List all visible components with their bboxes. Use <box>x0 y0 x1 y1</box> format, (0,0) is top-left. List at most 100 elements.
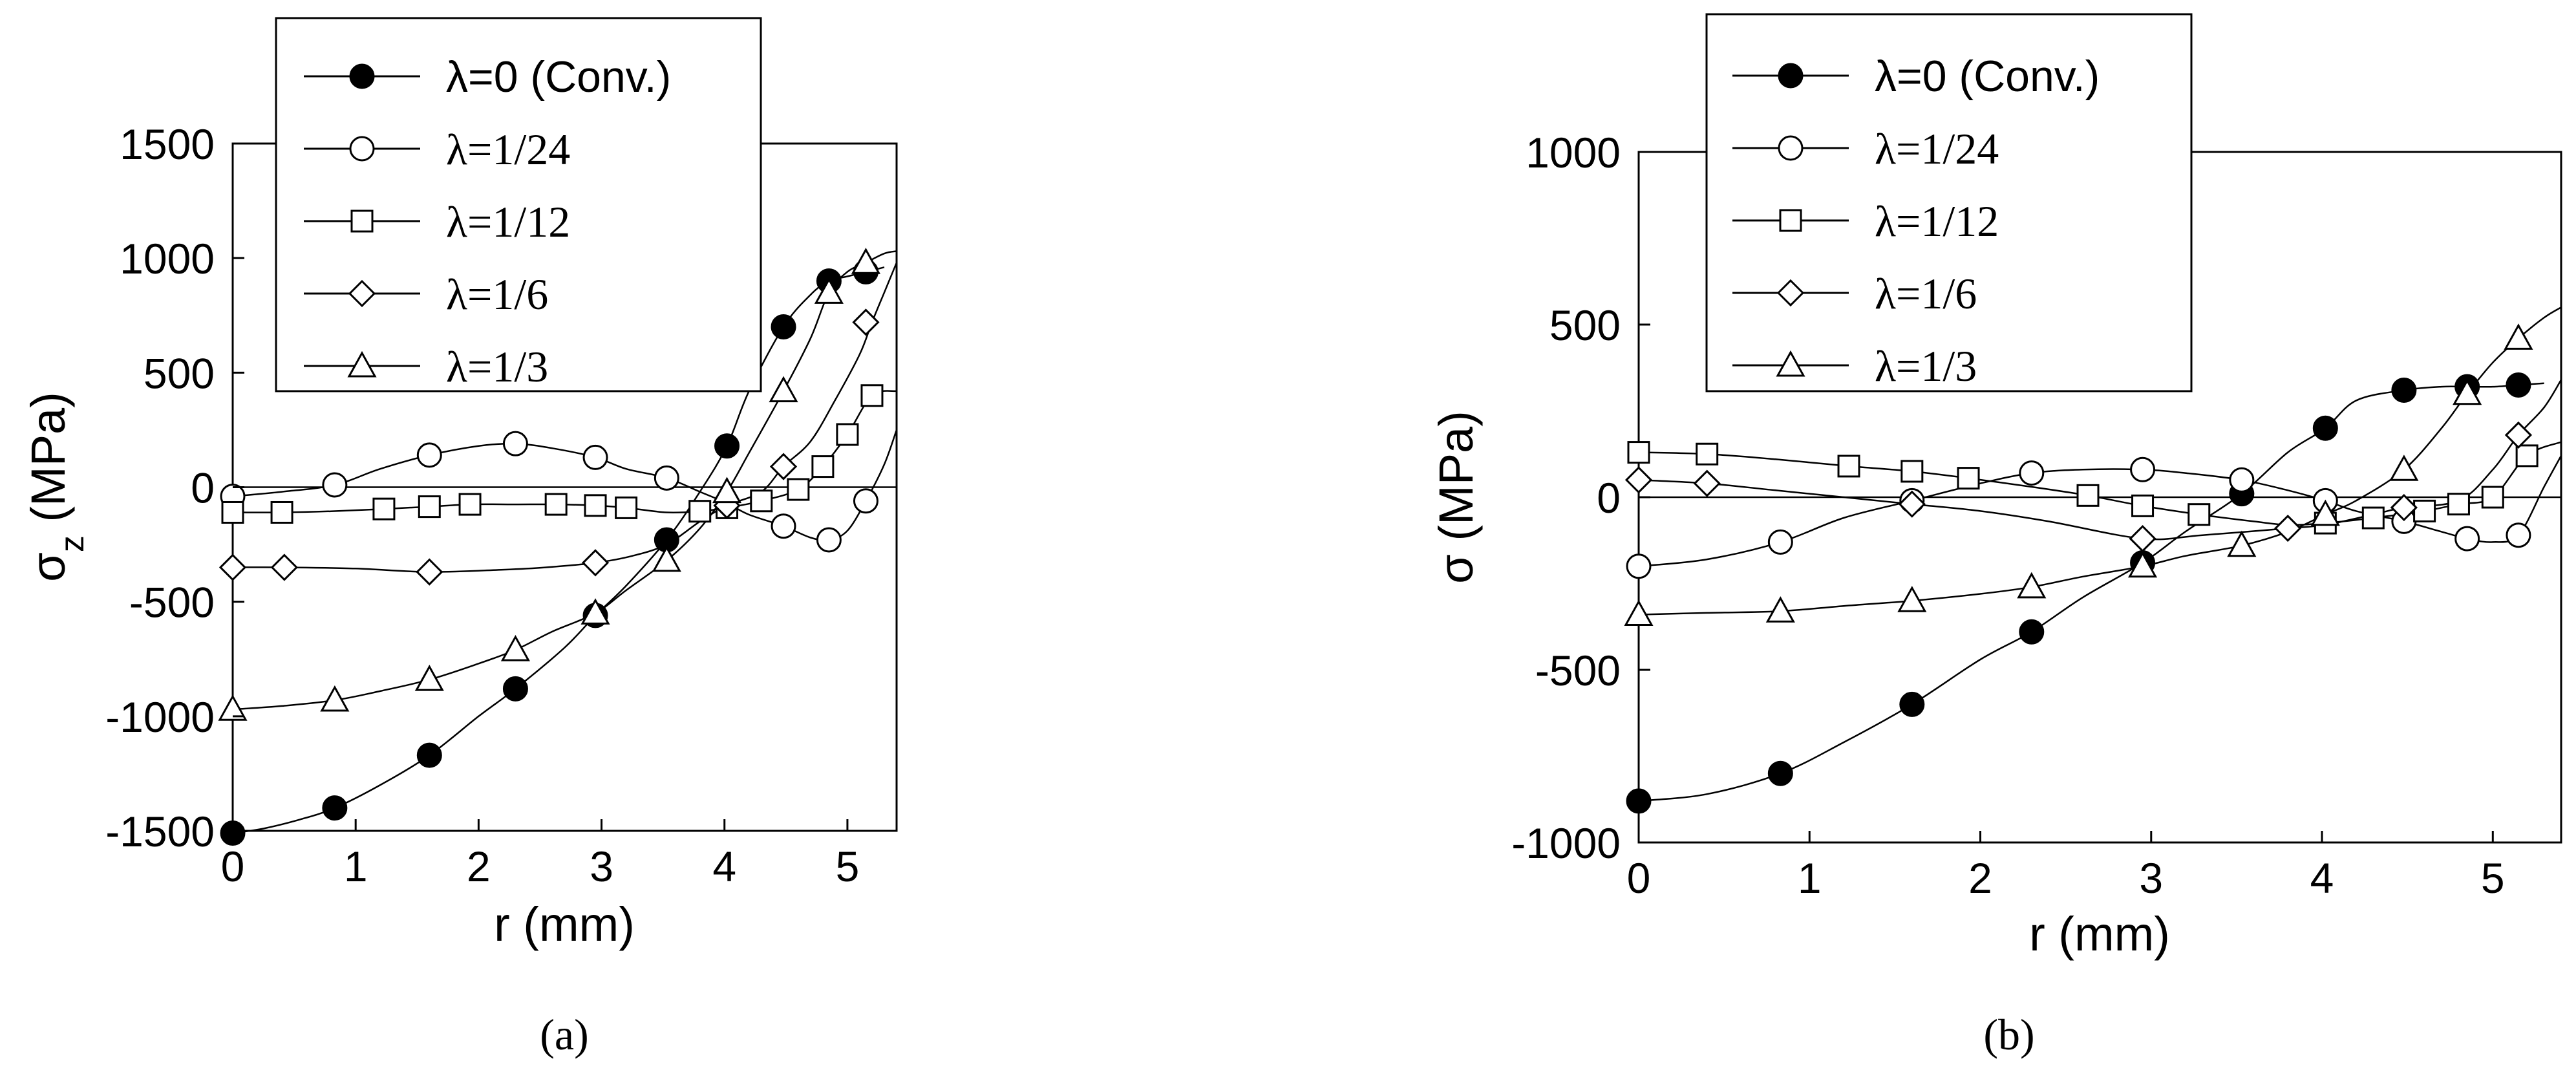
data-point <box>2019 460 2045 486</box>
data-point <box>816 527 842 553</box>
y-tick-label: 1000 <box>120 235 215 283</box>
panel-label: (b) <box>1983 1010 2034 1059</box>
x-tick-label: 4 <box>2310 854 2334 902</box>
legend-label: λ=0 (Conv.) <box>446 52 671 102</box>
data-point <box>2019 619 2045 645</box>
data-point <box>1626 788 1652 814</box>
data-point <box>582 444 608 470</box>
data-point <box>750 489 773 513</box>
data-point <box>652 545 681 572</box>
x-tick-label: 1 <box>344 842 368 890</box>
legend-label: λ=1/3 <box>1875 341 1977 391</box>
data-point <box>500 634 530 661</box>
data-point <box>811 455 835 478</box>
data-point <box>2130 456 2156 482</box>
data-point <box>322 472 348 498</box>
data-point <box>221 500 244 524</box>
legend: λ=0 (Conv.) λ=1/24 λ=1/12 λ=1/6 λ=1/3 <box>1705 13 2193 392</box>
data-point <box>787 478 810 501</box>
data-point <box>2515 444 2539 467</box>
data-point <box>853 488 878 514</box>
data-point <box>544 493 568 516</box>
data-point <box>1693 469 1721 497</box>
data-point <box>1767 529 1793 555</box>
legend-label: λ=0 (Conv.) <box>1875 52 2100 101</box>
data-point <box>2481 486 2504 509</box>
panel-b: 0 1 2 3 4 5 -1000 -500 0 500 1000 r (mm) σ (MPa) λ… <box>1429 13 2562 1059</box>
data-point <box>814 277 844 304</box>
x-tick-label: 5 <box>2481 854 2505 902</box>
data-point <box>2227 530 2257 557</box>
data-point <box>414 665 444 691</box>
data-point <box>2453 378 2482 405</box>
legend-label: λ=1/24 <box>1875 124 1999 173</box>
data-point <box>688 500 712 523</box>
legend-marker <box>1776 350 1805 377</box>
legend-marker <box>1778 135 1804 161</box>
data-point <box>2413 499 2436 522</box>
legend-label: λ=1/24 <box>446 125 570 174</box>
data-point <box>2131 494 2155 517</box>
data-point <box>372 497 396 520</box>
y-tick-label: 1500 <box>120 120 215 168</box>
data-point <box>1957 467 1980 490</box>
data-point <box>416 442 442 468</box>
data-point <box>2310 499 2340 526</box>
data-point <box>769 376 798 403</box>
data-point <box>2076 484 2100 507</box>
data-point <box>1624 599 1654 627</box>
data-point <box>1624 466 1653 494</box>
panel-label: (a) <box>540 1010 588 1059</box>
legend: λ=0 (Conv.) λ=1/24 λ=1/12 λ=1/6 λ=1/3 <box>275 17 762 392</box>
y-tick-label: -1000 <box>105 693 215 741</box>
data-point <box>714 433 740 459</box>
data-point <box>2454 526 2480 552</box>
data-point <box>654 465 679 491</box>
data-point <box>2391 377 2417 403</box>
legend-marker <box>1779 209 1802 232</box>
data-point <box>218 694 248 721</box>
data-point <box>1627 441 1650 464</box>
data-point <box>416 742 442 768</box>
data-point <box>1897 586 1927 612</box>
y-tick-label: -500 <box>129 579 215 627</box>
data-point <box>458 493 482 516</box>
data-point <box>615 496 638 519</box>
data-point <box>1899 691 1925 717</box>
data-point <box>2506 522 2531 548</box>
y-tick-label: -1000 <box>1511 819 1621 867</box>
data-point <box>712 477 742 504</box>
x-tick-label: 2 <box>1968 854 1992 902</box>
data-point <box>771 314 796 339</box>
data-point <box>2187 503 2211 526</box>
legend-marker <box>348 279 376 308</box>
data-point <box>502 431 528 456</box>
data-point <box>416 558 443 586</box>
y-tick-label: 500 <box>144 349 215 397</box>
data-point <box>1626 553 1652 579</box>
data-point <box>1837 455 1860 478</box>
y-tick-label: -1500 <box>105 808 215 855</box>
data-point <box>584 494 607 517</box>
x-tick-label: 2 <box>467 842 491 890</box>
data-point <box>322 795 348 821</box>
data-point <box>2389 455 2419 481</box>
data-point <box>2312 415 2338 441</box>
data-point <box>771 513 796 539</box>
x-tick-label: 4 <box>712 842 736 890</box>
data-point <box>2017 572 2047 599</box>
data-point <box>270 553 298 581</box>
y-axis-label: σ (MPa) <box>1429 411 1483 584</box>
legend-label: λ=1/3 <box>446 342 548 391</box>
data-point <box>2129 524 2156 553</box>
x-tick-label: 3 <box>2139 854 2163 902</box>
series-line <box>232 266 885 834</box>
x-axis-label: r (mm) <box>2029 907 2170 961</box>
data-point <box>320 685 350 712</box>
legend-marker <box>1778 63 1804 89</box>
legend-label: λ=1/6 <box>446 270 548 319</box>
legend-marker <box>1776 279 1805 307</box>
legend-marker <box>350 209 374 233</box>
x-axis-label: r (mm) <box>494 897 635 951</box>
